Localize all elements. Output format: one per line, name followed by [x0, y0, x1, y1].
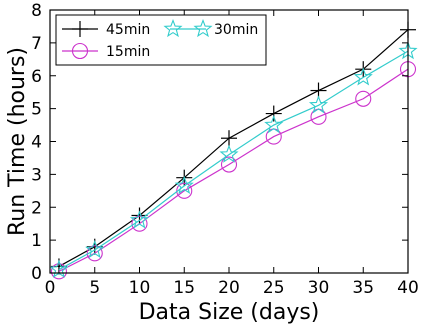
y-tick-label: 1	[31, 231, 42, 251]
y-tick-label: 3	[31, 165, 42, 185]
x-tick-label: 40	[397, 278, 419, 298]
data-point-15min-1	[86, 245, 103, 262]
data-point-45min-5	[265, 105, 282, 122]
data-point-15min-3	[176, 182, 193, 199]
series-line-30min	[58, 50, 409, 271]
x-tick-label: 5	[89, 278, 100, 298]
legend-marker-30min-b	[193, 18, 213, 38]
y-tick-label: 2	[31, 198, 42, 218]
y-tick-label: 0	[31, 264, 42, 284]
legend-marker-15min	[71, 42, 89, 60]
data-point-15min-0	[50, 263, 68, 280]
legend-marker-30min-a	[163, 18, 183, 38]
data-point-30min-7	[353, 67, 373, 86]
x-axis-title: Data Size (days)	[139, 300, 320, 325]
series-line-15min	[58, 68, 409, 272]
legend-label-15min: 15min	[106, 44, 150, 60]
x-tick-label: 20	[218, 278, 240, 298]
data-point-15min-7	[355, 90, 372, 107]
x-tick-label: 10	[129, 278, 151, 298]
data-point-45min-4	[221, 130, 237, 147]
legend: 45min 15min 30min	[55, 14, 267, 66]
legend-label-30min: 30min	[214, 22, 258, 38]
data-point-30min-1	[85, 239, 105, 259]
data-point-15min-4	[220, 156, 238, 173]
data-point-30min-5	[264, 115, 284, 134]
x-tick-label: 30	[308, 278, 330, 298]
legend-box	[55, 14, 267, 66]
data-point-30min-3	[174, 175, 194, 195]
y-tick-label: 4	[31, 133, 42, 153]
data-point-15min-2	[131, 215, 148, 232]
y-tick-label: 8	[31, 1, 42, 21]
y-tick-label: 7	[31, 34, 42, 54]
y-tick-label: 6	[31, 67, 42, 87]
y-axis-title: Run Time (hours)	[5, 47, 30, 236]
legend-label-45min: 45min	[106, 22, 150, 38]
data-point-30min-6	[308, 95, 329, 114]
legend-marker-45min	[72, 21, 88, 37]
axis-ticks: 0 5 10 15 20 25 30 35 40 0 1 2 3 4 5 6 7 8	[31, 1, 419, 298]
data-point-30min-4	[219, 144, 239, 163]
plot-marks	[49, 21, 418, 280]
x-tick-label: 25	[263, 278, 285, 298]
data-point-30min-2	[129, 210, 150, 229]
x-tick-label: 35	[352, 278, 374, 298]
y-tick-label: 5	[31, 100, 42, 120]
x-tick-label: 15	[173, 278, 195, 298]
x-tick-label: 0	[45, 278, 56, 298]
